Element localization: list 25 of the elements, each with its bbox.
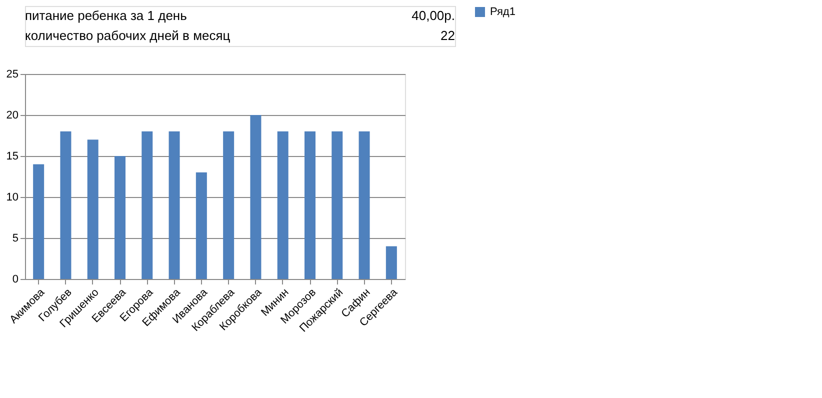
bar	[358, 131, 370, 279]
text: 22	[440, 28, 455, 43]
bar	[60, 131, 72, 279]
text: 40,00р.	[412, 8, 455, 23]
bar	[114, 156, 126, 279]
bar	[304, 131, 316, 279]
bar	[250, 115, 262, 279]
y-tick-label: 20	[6, 110, 18, 122]
bar	[142, 131, 153, 279]
bar	[386, 246, 397, 279]
bar	[87, 140, 98, 279]
bar	[223, 131, 234, 279]
y-tick-label: 25	[6, 68, 18, 80]
bar	[196, 172, 207, 279]
bar	[277, 131, 288, 279]
bar	[168, 131, 180, 279]
y-tick-label: 5	[12, 232, 18, 244]
bar	[33, 164, 44, 279]
bar	[332, 131, 343, 279]
y-tick-label: 0	[12, 274, 18, 286]
text: количество рабочих дней в месяц	[25, 28, 231, 43]
legend-label: Ряд1	[490, 6, 516, 18]
y-tick-label: 15	[6, 150, 18, 162]
y-tick-label: 10	[6, 192, 18, 204]
text: питание ребенка за 1 день	[25, 8, 188, 23]
